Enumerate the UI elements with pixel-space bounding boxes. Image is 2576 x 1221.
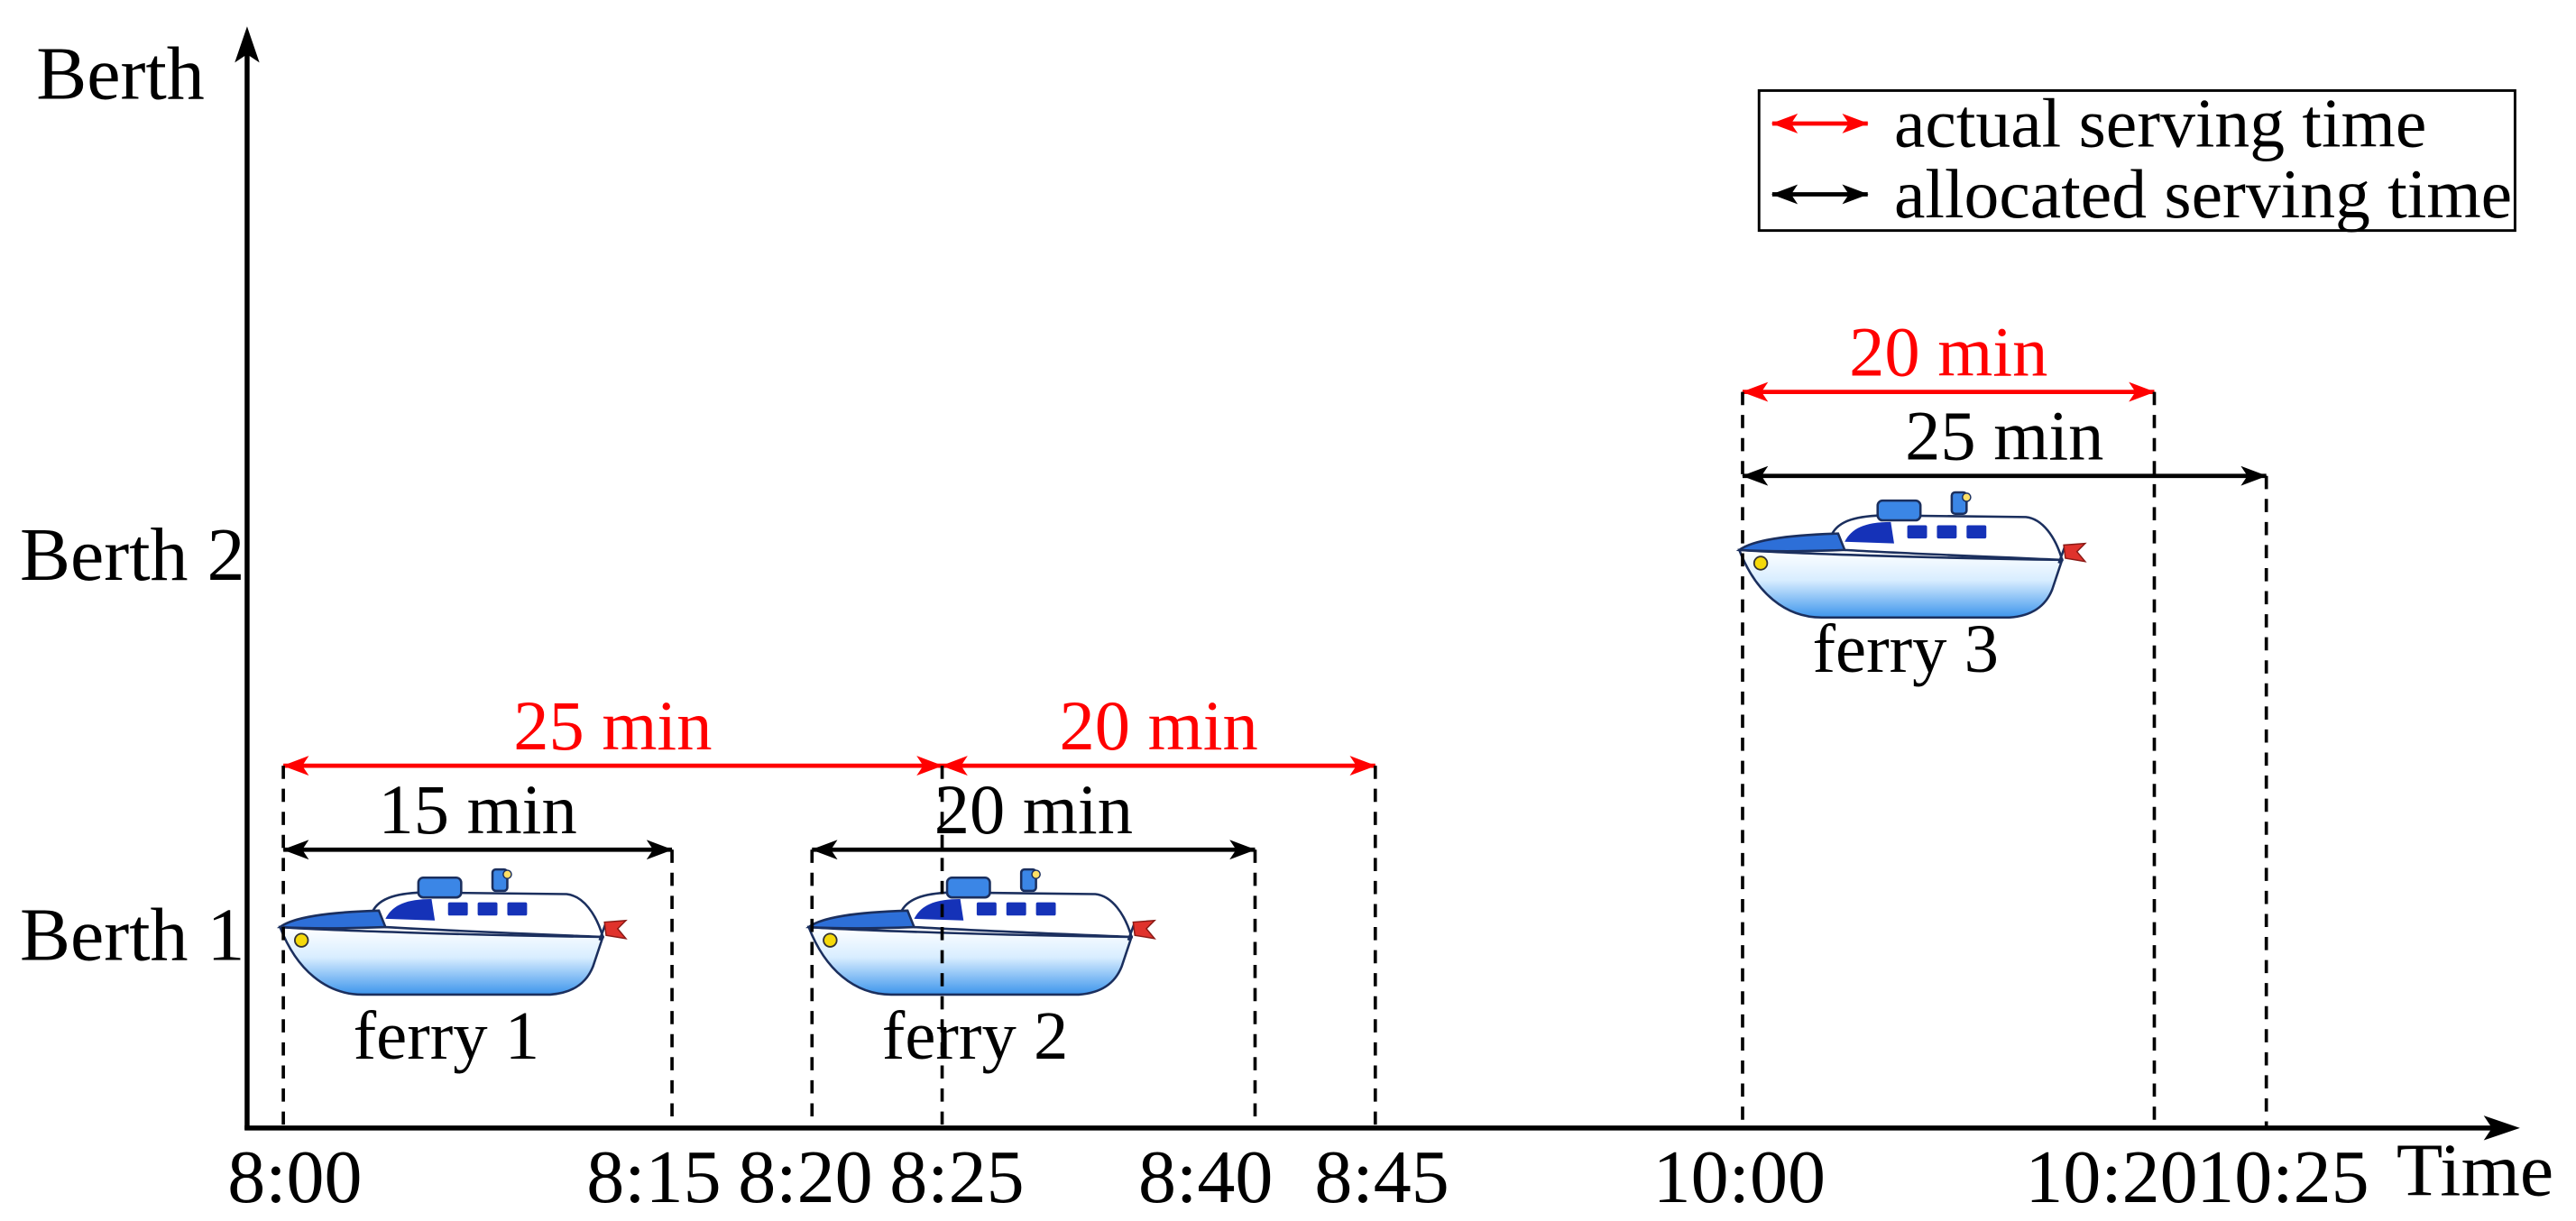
actual-duration-label: 20 min [1849,312,2047,390]
tick-label: 10:00 [1653,1135,1826,1219]
y-axis-arrowhead [235,26,260,63]
tick-label: 8:15 [586,1135,721,1219]
x-axis-arrowhead [2483,1115,2520,1141]
legend-actual-label: actual serving time [1894,85,2426,162]
y-axis [235,26,260,1130]
legend: actual serving time allocated serving ti… [1757,85,2516,233]
y-axis-title: Berth [36,32,205,116]
berth-label-1: Berth 1 [20,894,245,978]
time-tick-labels: 8:00 8:15 8:20 8:25 8:40 8:45 10:00 10:2… [227,1135,2369,1219]
allocated-duration-label: 25 min [1905,396,2103,474]
tick-label: 10:25 [2196,1135,2369,1219]
actual-duration-label: 25 min [513,686,712,765]
berth-label-2: Berth 2 [20,513,245,597]
x-axis-title: Time [2397,1129,2553,1213]
x-axis [244,1115,2520,1141]
tick-label: 8:45 [1314,1135,1449,1219]
ferry-label: ferry 3 [1813,610,2000,687]
ferry-label: ferry 1 [354,997,540,1074]
allocated-duration-label: 15 min [378,770,576,849]
tick-label: 8:20 [738,1135,872,1219]
ferry-icon [807,868,1156,996]
ferry-icon [1738,491,2087,620]
tick-label: 8:25 [889,1135,1024,1219]
allocated-duration-label: 20 min [934,770,1133,849]
tick-label: 10:20 [2025,1135,2197,1219]
time-guide-lines [281,391,2268,1128]
actual-duration-label: 20 min [1060,686,1258,765]
ferry-label: ferry 2 [882,997,1069,1074]
tick-label: 8:40 [1138,1135,1273,1219]
ferry-icon [279,868,628,996]
legend-allocated-label: allocated serving time [1894,155,2512,233]
legend-box [1757,88,2516,233]
tick-label: 8:00 [227,1135,362,1219]
